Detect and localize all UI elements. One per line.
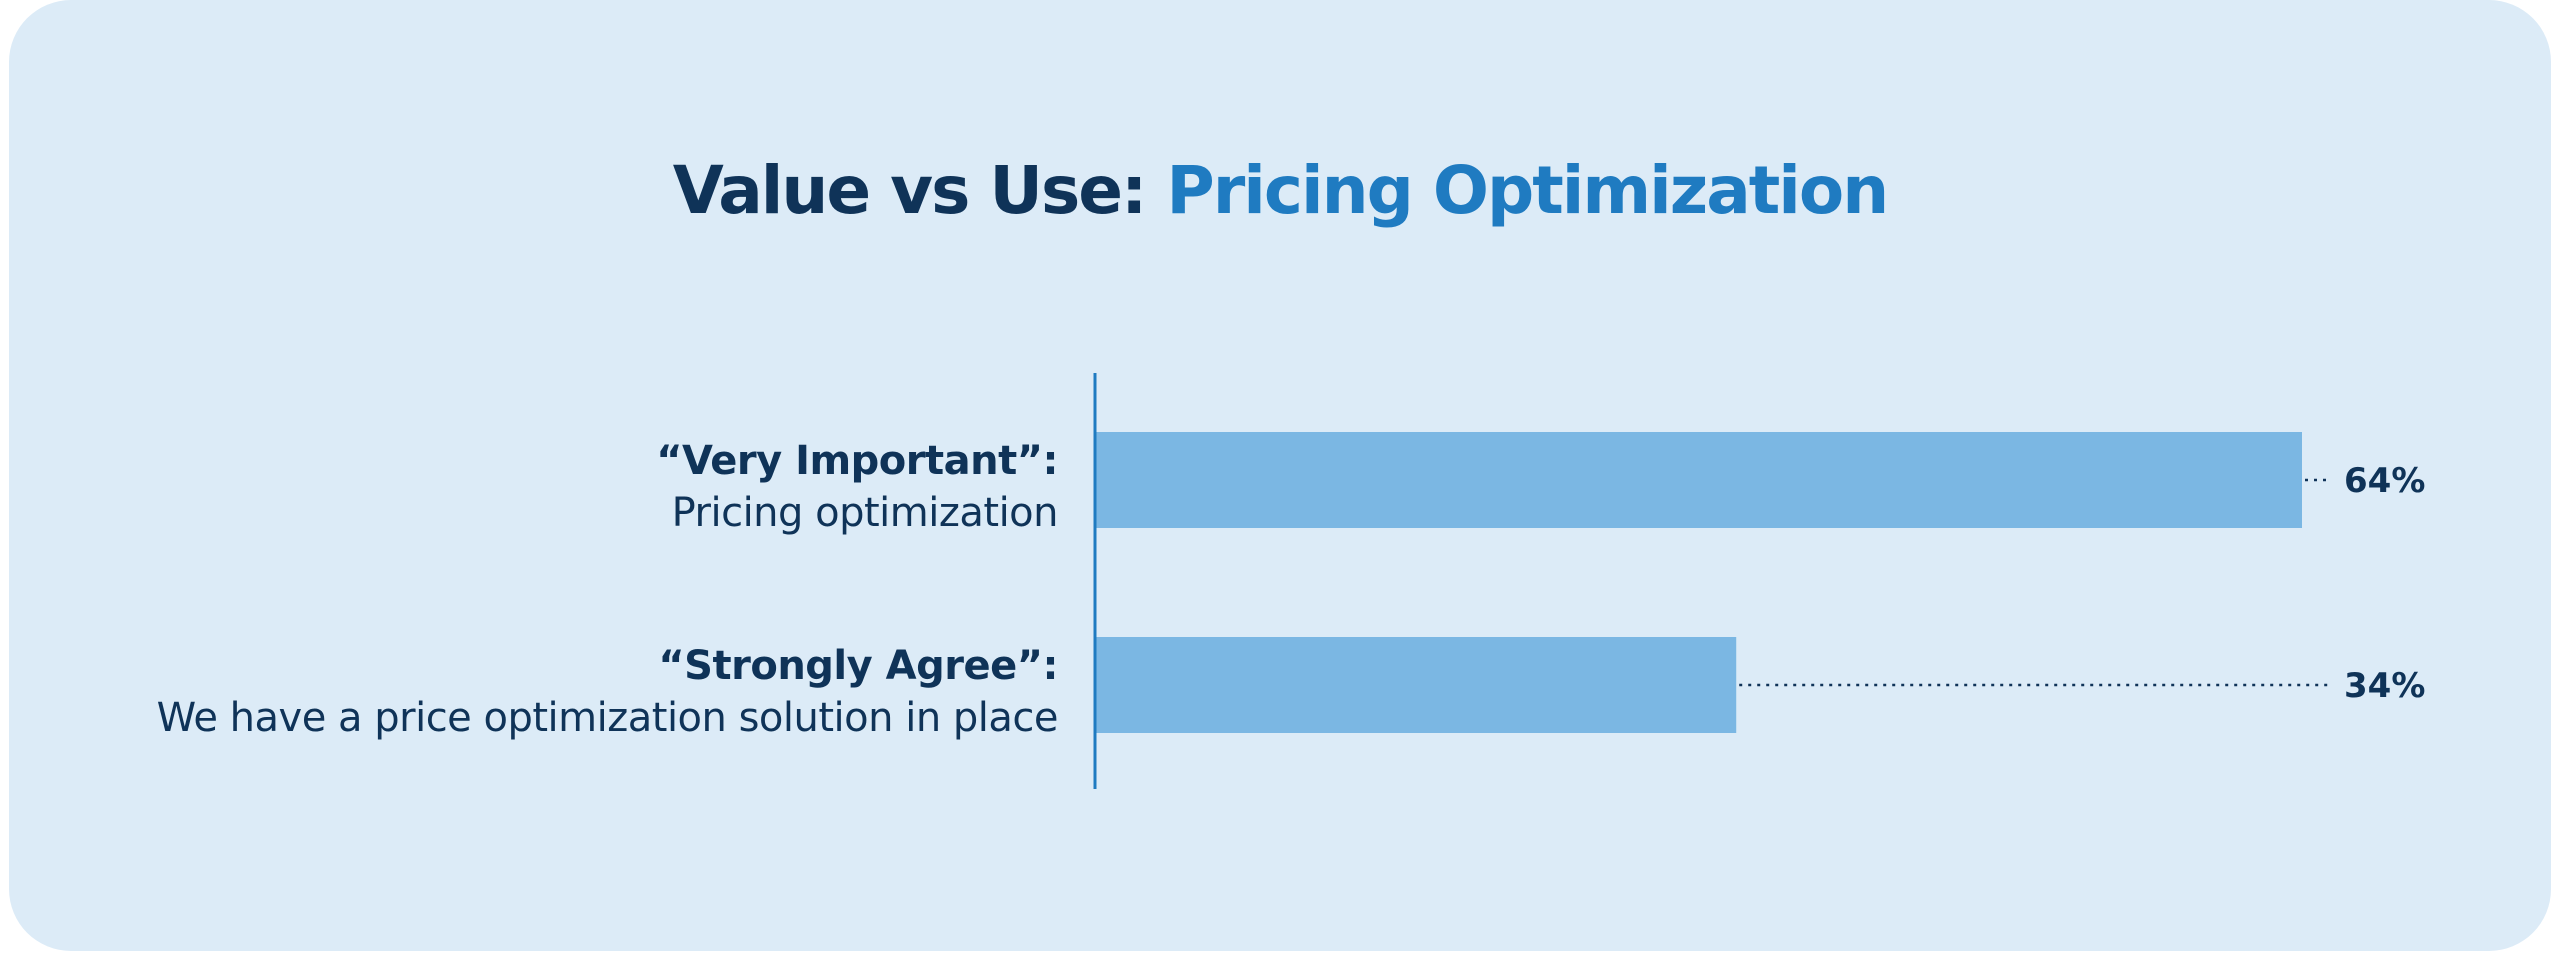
chart-title-prefix: Value vs Use:	[672, 152, 1167, 229]
category-labels: “Very Important”: Pricing optimization “St…	[157, 438, 1059, 741]
chart-title: Value vs Use: Pricing Optimization	[9, 158, 2551, 224]
category-label-2: We have a price optimization solution in…	[157, 695, 1058, 741]
value-label-2: 34%	[2344, 666, 2425, 706]
bar-1	[1095, 432, 2302, 528]
value-label-1: 64%	[2344, 461, 2425, 501]
chart-title-highlight: Pricing Optimization	[1166, 152, 1889, 229]
bar-2	[1095, 637, 1737, 733]
category-label-bold-1: “Very Important”:	[656, 438, 1058, 484]
value-labels: 64% 34%	[2344, 461, 2425, 706]
chart-card: Value vs Use: Pricing Optimization “Very…	[9, 0, 2551, 951]
bar-chart: “Very Important”: Pricing optimization “St…	[157, 373, 2425, 789]
bars-layer	[1095, 432, 2332, 733]
category-label-bold-2: “Strongly Agree”:	[658, 643, 1058, 689]
category-label-1: Pricing optimization	[672, 490, 1058, 536]
